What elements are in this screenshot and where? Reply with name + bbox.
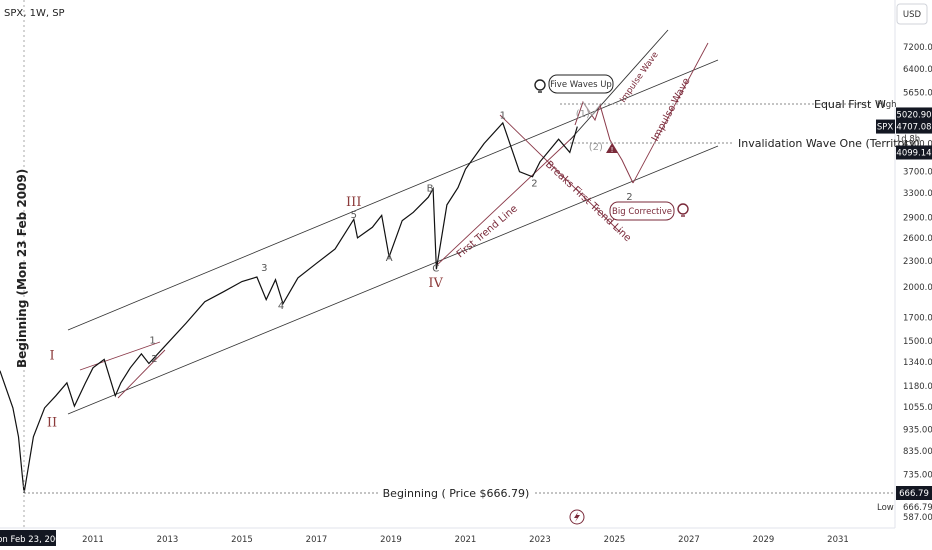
channel-upper-line (67, 59, 719, 331)
invalidation-label: Invalidation Wave One (Territory) (738, 137, 920, 150)
x-tick-label: 2015 (231, 535, 253, 545)
low-value-text: 666.79 (903, 503, 932, 513)
y-tick-label: 835.00 (903, 447, 932, 457)
y-tick-label: 1500.00 (903, 337, 932, 347)
price-badge-text: 4707.08 (896, 123, 931, 133)
five-waves-up-callout[interactable]: Five Waves Up (548, 74, 614, 94)
lightbulb-icon (534, 79, 546, 93)
symbol-header: SPX, 1W, SP (4, 8, 65, 19)
x-tick-label: 2017 (306, 535, 328, 545)
wave-label: (1) (576, 109, 590, 120)
price-badge-bg (896, 486, 932, 500)
y-tick-label: 2000.00 (903, 283, 932, 293)
y-tick-label: 1055.00 (903, 403, 932, 413)
low-label: Low (877, 503, 894, 513)
x-tick-label: 2031 (827, 535, 849, 545)
channel-lower-line (67, 145, 719, 415)
wave-label: 2 (151, 354, 157, 365)
price-badge-bg (896, 107, 932, 122)
impulse-wave-label-1: Impulse Wave (618, 50, 660, 105)
y-tick-label: 2900.00 (903, 213, 932, 223)
axis-ticks: 7200.006400.005650.004818.624300.003700.… (82, 43, 932, 545)
big-corrective-text: Big Corrective (612, 207, 672, 217)
price-badge-text: 5020.90 (896, 110, 931, 120)
five-waves-up-text: Five Waves Up (550, 80, 612, 90)
y-tick-label: 3300.00 (903, 189, 932, 199)
price-badge-text: 4099.14 (896, 148, 931, 158)
wedge-upper-line (79, 341, 161, 371)
high-label: High (877, 100, 897, 110)
big-corrective-callout[interactable]: Big Corrective (609, 201, 675, 221)
wave-label: 2 (531, 178, 537, 189)
y-tick-label: 587.00 (903, 513, 932, 523)
wave-label: 2 (626, 192, 632, 203)
wave-label: 1 (149, 336, 155, 347)
y-tick-label: 1700.00 (903, 314, 932, 324)
lightning-icon[interactable] (569, 509, 585, 525)
price-badge-bg (896, 145, 932, 160)
y-tick-label: 4300.00 (903, 140, 932, 150)
date-badge: Mon Feb 23, 2009 (0, 530, 66, 546)
x-tick-label: 2019 (380, 535, 402, 545)
y-tick-label: 735.00 (903, 471, 932, 481)
y-tick-label: 2300.00 (903, 257, 932, 267)
y-tick-label: 2600.00 (903, 234, 932, 244)
svg-text:!: ! (611, 146, 614, 154)
symbol-badge-bg (876, 119, 895, 134)
y-tick-label: 5650.00 (903, 88, 932, 98)
price-series (0, 121, 578, 493)
wave-label: 4 (278, 301, 284, 312)
countdown-text: 1d 8h (896, 135, 920, 145)
drawings (67, 29, 719, 415)
wave-label: 5 (351, 210, 357, 221)
x-tick-label: 2029 (753, 535, 775, 545)
x-tick-label: 2013 (157, 535, 179, 545)
beginning-date-label: Beginning (Mon 23 Feb 2009) (15, 169, 29, 368)
wave-label: C (432, 264, 439, 275)
y-tick-label: 1340.00 (903, 358, 932, 368)
wave-label: (2) (589, 142, 603, 153)
breaks-trend-line (499, 114, 621, 233)
price-badge-text: 666.79 (899, 489, 929, 499)
wave-label: B (427, 183, 434, 194)
warning-icon: ! (606, 143, 618, 154)
impulse-wave-label-2: Impulse Wave (650, 76, 693, 143)
x-tick-label: 2011 (82, 535, 104, 545)
price-badge-bg (896, 119, 932, 134)
wave-label: A (386, 253, 393, 264)
x-tick-label: 2025 (604, 535, 626, 545)
y-tick-label: 6400.00 (903, 65, 932, 75)
price-line (0, 121, 578, 493)
first-trend-line (436, 134, 576, 266)
beginning-price-label: Beginning ( Price $666.79) (383, 487, 530, 500)
date-badge-text: Mon Feb 23, 2009 (0, 535, 66, 545)
wave-label: IV (428, 276, 443, 291)
equal-first-wave-label: Equal First W (814, 98, 886, 111)
wave-label: 3 (261, 263, 267, 274)
wave-label: 1 (500, 110, 506, 121)
wedge-lower-line (117, 349, 166, 399)
lightbulb-icon (677, 203, 689, 217)
symbol-badge-text: SPX (877, 123, 894, 133)
projected-impulse-arrow (569, 29, 669, 141)
currency-box[interactable]: USD (896, 3, 928, 25)
impulse-wave-arrow (632, 42, 709, 184)
currency-label: USD (903, 10, 922, 20)
wave-label: I (49, 348, 54, 363)
y-tick-label: 1180.00 (903, 382, 932, 392)
x-tick-label: 2027 (678, 535, 700, 545)
x-tick-label: 2021 (455, 535, 477, 545)
y-tick-label: 7200.00 (903, 43, 932, 53)
x-tick-label: 2023 (529, 535, 551, 545)
wave-label: III (346, 195, 361, 210)
y-tick-label: 3700.00 (903, 168, 932, 178)
wave-label: II (47, 416, 57, 431)
y-tick-label: 935.00 (903, 426, 932, 436)
projected-wave-overlay (582, 101, 601, 116)
